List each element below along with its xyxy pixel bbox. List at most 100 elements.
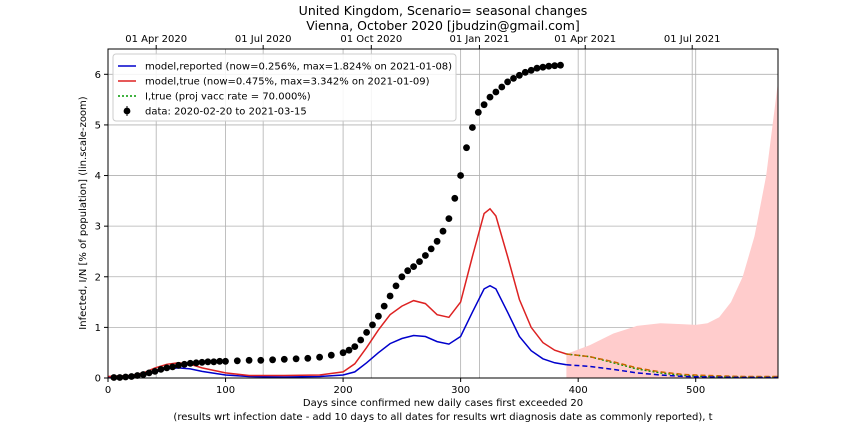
y-tick-label: 2 xyxy=(95,272,101,283)
y-axis-label: Infected, I/N [% of population] (lin.sca… xyxy=(78,96,89,329)
data-points-group xyxy=(110,61,564,381)
x-tick-label: 100 xyxy=(216,385,235,396)
data-point xyxy=(351,343,359,350)
data-point xyxy=(386,292,394,300)
data-point xyxy=(163,364,171,372)
data-point xyxy=(427,245,435,253)
chart-title: United Kingdom, Scenario= seasonal chang… xyxy=(299,3,588,18)
data-point xyxy=(216,357,224,365)
data-point xyxy=(510,75,517,82)
top-tick-label: 01 Jul 2021 xyxy=(664,34,721,45)
y-tick-label: 1 xyxy=(95,323,101,334)
data-point xyxy=(375,312,382,320)
data-point xyxy=(545,62,553,70)
chart-subtitle: Vienna, October 2020 [jbudzin@gmail.com] xyxy=(306,18,580,33)
data-point xyxy=(551,62,559,70)
legend-marker xyxy=(123,107,131,115)
data-point xyxy=(516,71,523,79)
top-tick-label: 01 Apr 2021 xyxy=(554,34,616,45)
legend-label: model,reported (now=0.256%, max=1.824% o… xyxy=(145,62,452,73)
data-point xyxy=(269,356,276,364)
data-point xyxy=(257,356,265,364)
data-point xyxy=(363,329,370,336)
y-tick-label: 3 xyxy=(95,222,101,233)
data-point xyxy=(345,346,353,354)
data-point xyxy=(128,373,135,380)
x-tick-label: 0 xyxy=(105,385,111,396)
y-tick-label: 0 xyxy=(95,374,101,385)
data-point xyxy=(486,93,494,101)
legend-label: model,true (now=0.475%, max=3.342% on 20… xyxy=(145,77,430,88)
data-point xyxy=(327,351,335,359)
data-point xyxy=(122,373,129,381)
top-axis-ticks: 01 Apr 2020 01 Jul 2020 01 Oct 2020 01 Jan … xyxy=(125,34,720,49)
data-point xyxy=(204,358,212,366)
data-point xyxy=(410,263,417,270)
data-point xyxy=(398,273,406,281)
data-point xyxy=(151,368,159,375)
plot-frame xyxy=(107,48,779,379)
x-axis-label: Days since confirmed new daily cases fir… xyxy=(303,398,583,409)
data-point xyxy=(292,355,300,363)
data-point xyxy=(145,369,153,377)
data-point xyxy=(210,358,218,366)
y-axis-ticks: 0 1 2 3 4 5 6 xyxy=(95,70,108,385)
data-point xyxy=(474,108,482,116)
data-point xyxy=(439,227,447,235)
top-tick-label: 01 Oct 2020 xyxy=(340,34,402,45)
legend-label: I,true (proj vacc rate = 70.000%) xyxy=(145,92,311,103)
data-point xyxy=(316,353,323,361)
chart-title-group: United Kingdom, Scenario= seasonal chang… xyxy=(299,3,588,33)
data-point xyxy=(245,356,253,364)
x-axis-ticks: 0 100 200 300 400 500 xyxy=(105,378,705,396)
data-point xyxy=(198,358,206,366)
data-point xyxy=(339,349,347,357)
legend-box xyxy=(112,53,457,122)
data-point xyxy=(169,363,177,371)
legend-label: data: 2020-02-20 to 2021-03-15 xyxy=(145,107,307,118)
data-point xyxy=(192,359,200,367)
y-tick-label: 6 xyxy=(95,70,101,81)
data-point xyxy=(527,66,535,74)
data-point xyxy=(392,282,400,290)
data-point xyxy=(480,101,488,109)
data-point xyxy=(457,172,464,179)
data-point xyxy=(451,194,459,202)
data-point xyxy=(504,78,511,86)
data-point xyxy=(533,64,541,72)
y-tick-label: 5 xyxy=(95,120,101,131)
data-point xyxy=(357,336,365,344)
x-tick-label: 300 xyxy=(451,385,470,396)
y-tick-label: 4 xyxy=(95,171,101,182)
top-tick-label: 01 Jul 2020 xyxy=(235,34,292,45)
data-point xyxy=(557,61,564,69)
x-tick-label: 400 xyxy=(569,385,588,396)
data-point xyxy=(433,237,441,245)
legend: model,reported (now=0.256%, max=1.824% o… xyxy=(112,53,457,122)
data-point xyxy=(521,68,529,76)
data-point xyxy=(139,371,147,378)
legend-entries: model,reported (now=0.256%, max=1.824% o… xyxy=(118,62,452,118)
data-point xyxy=(222,357,229,365)
uncertainty-band-group xyxy=(566,81,778,379)
data-point xyxy=(469,124,476,131)
series-line xyxy=(566,353,778,378)
data-point xyxy=(492,88,500,96)
data-point xyxy=(463,144,470,152)
data-point xyxy=(369,321,376,329)
data-point xyxy=(233,357,241,365)
top-tick-label: 01 Apr 2020 xyxy=(125,34,187,45)
x-tick-label: 200 xyxy=(334,385,353,396)
data-point xyxy=(498,83,506,91)
x-axis-label-note: (results wrt infection date - add 10 day… xyxy=(173,412,712,423)
data-point xyxy=(416,258,423,265)
data-point xyxy=(380,302,388,310)
data-point xyxy=(304,354,312,362)
data-point xyxy=(539,63,547,71)
data-point xyxy=(134,372,141,379)
data-point xyxy=(422,252,429,259)
data-point xyxy=(280,355,288,363)
data-point xyxy=(157,366,165,373)
top-tick-label: 01 Jan 2021 xyxy=(449,34,509,45)
